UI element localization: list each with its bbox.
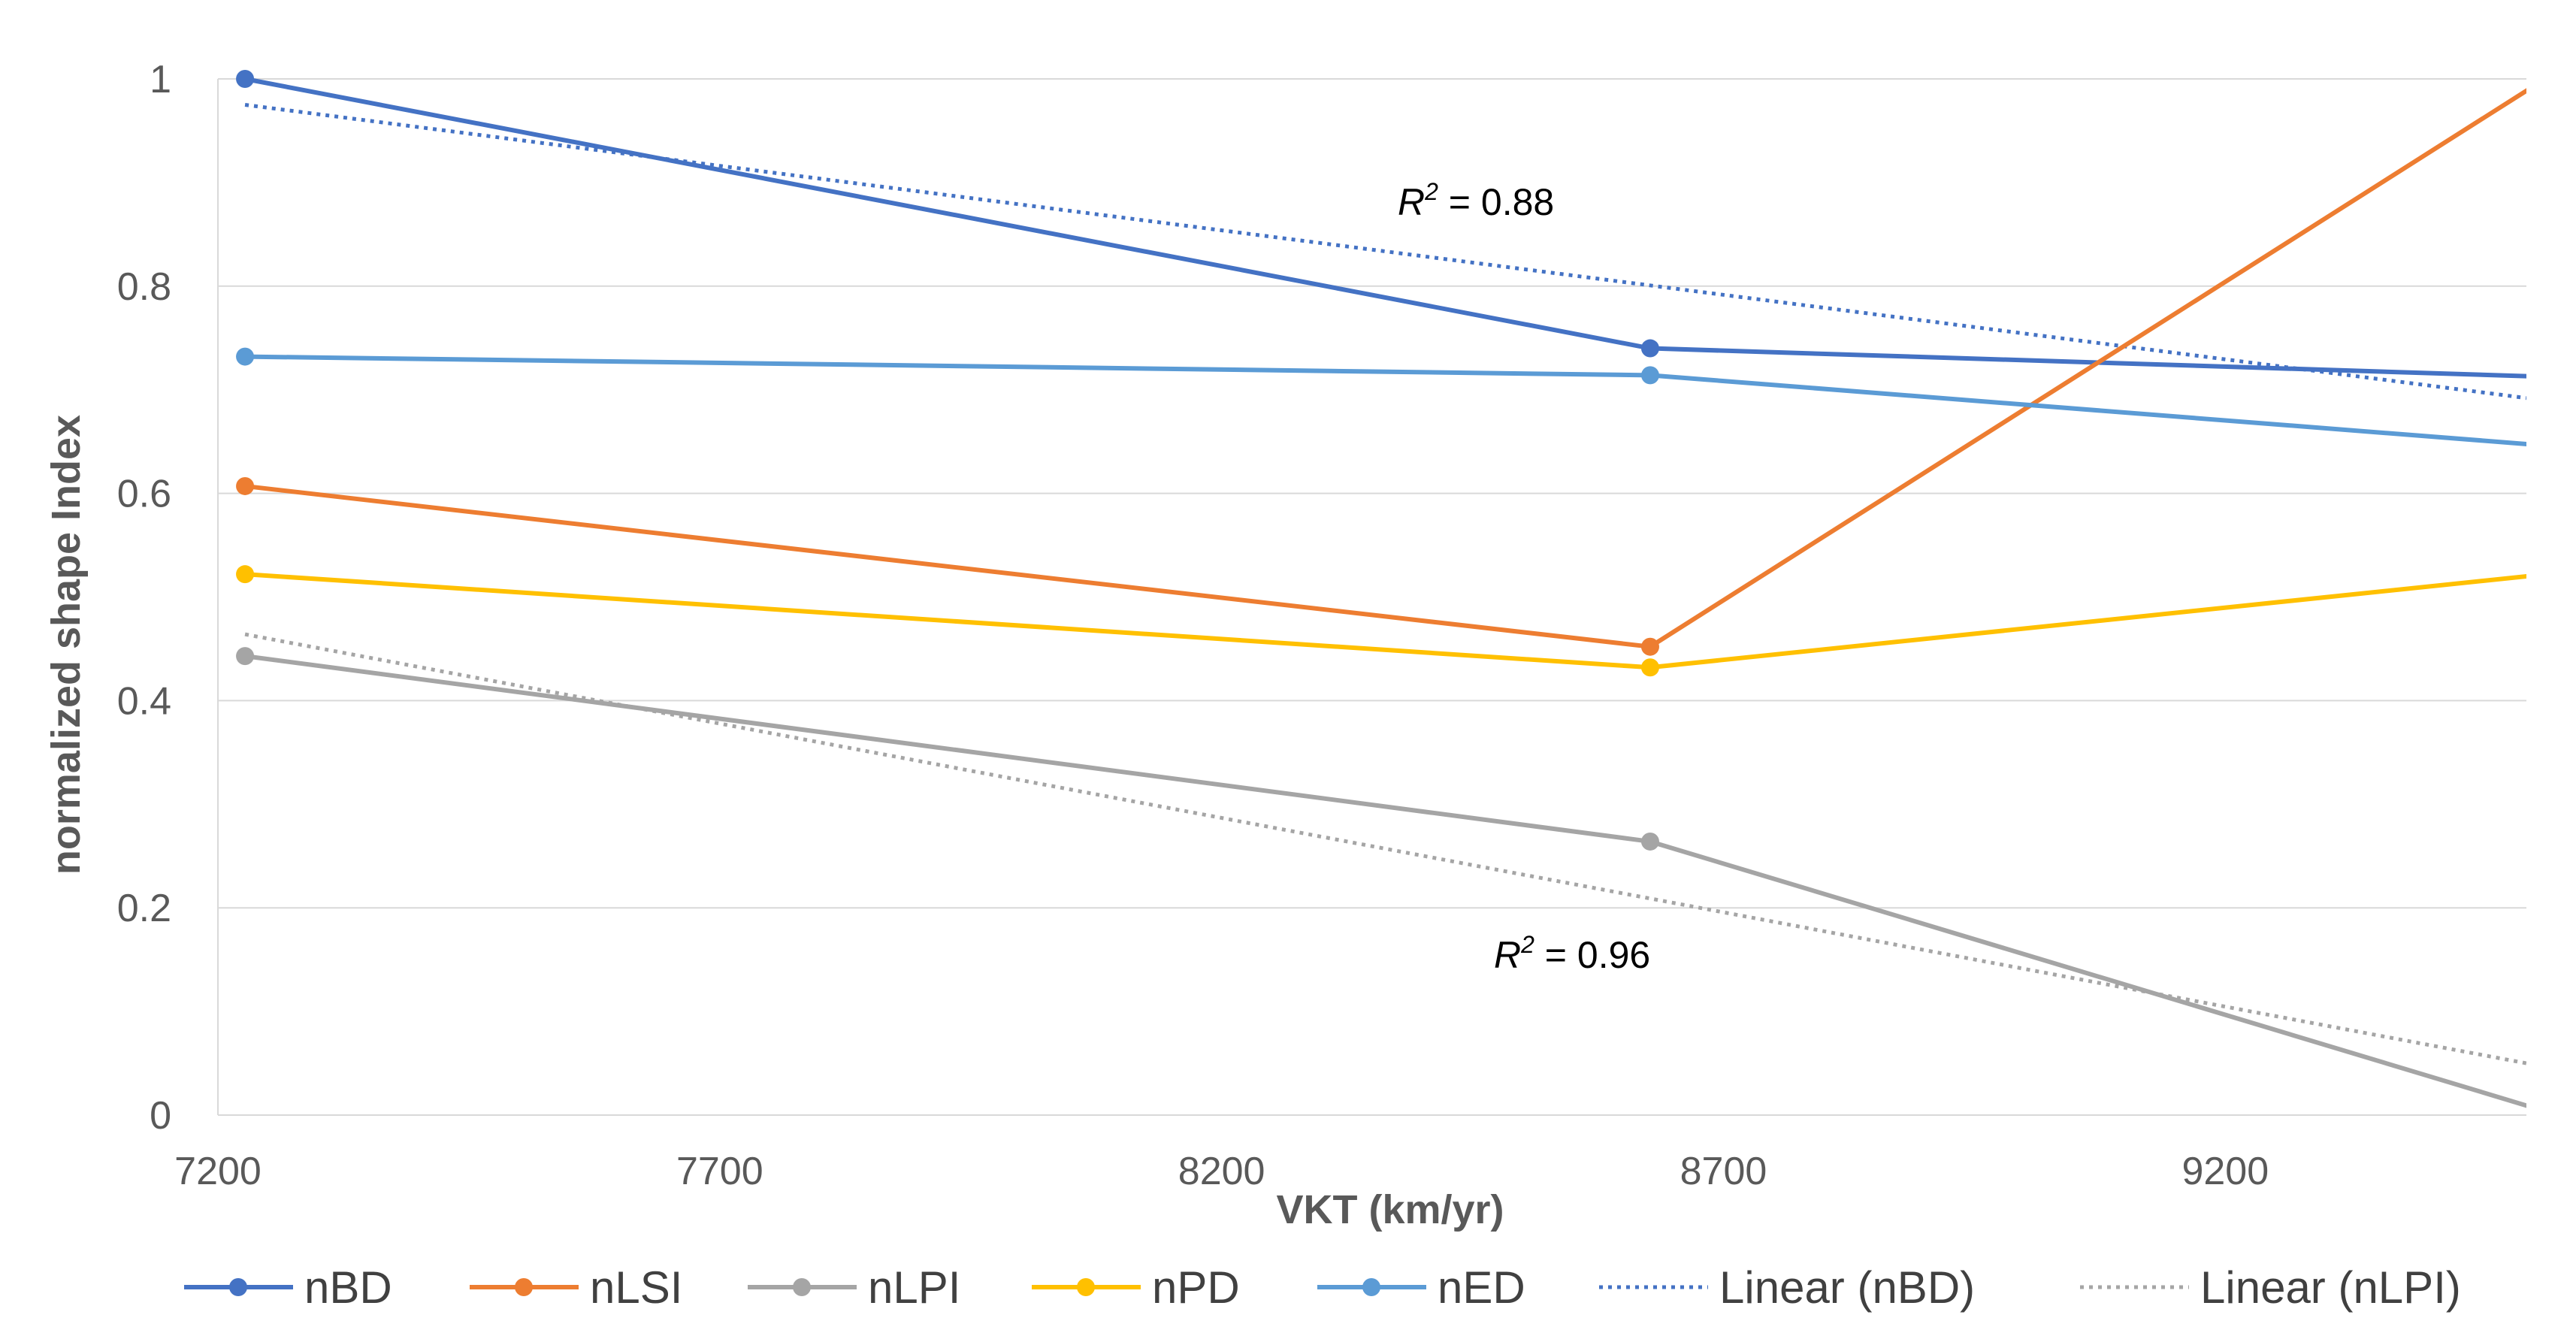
legend-label: nED	[1438, 1262, 1525, 1313]
legend-label: Linear (nBD)	[1719, 1262, 1975, 1313]
data-point	[236, 476, 255, 495]
y-tick-label: 0.4	[117, 679, 171, 723]
y-tick-label: 0.6	[117, 473, 171, 516]
x-tick-label: 8200	[1178, 1150, 1265, 1193]
trendline-nlpi	[244, 632, 2526, 1065]
legend-item-linear-nlpi: Linear (nLPI)	[2080, 1262, 2461, 1313]
x-axis-title: VKT (km/yr)	[1276, 1187, 1504, 1232]
legend: nBD nLSI nLPI nPD nED Linear (nBD) Linear (nLP…	[184, 1262, 2461, 1313]
data-point	[236, 70, 255, 88]
series-nlsi	[236, 88, 2526, 656]
data-point	[236, 647, 255, 666]
legend-label: nLPI	[868, 1262, 960, 1313]
series-line-nbd	[244, 77, 2526, 379]
y-tick-label: 0.2	[117, 887, 171, 930]
x-tick-label: 7700	[676, 1150, 763, 1193]
x-tick-label: 9200	[2181, 1150, 2269, 1193]
series-line-npd	[244, 572, 2526, 670]
legend-label: Linear (nLPI)	[2200, 1262, 2461, 1313]
trendline-nbd	[244, 102, 2526, 400]
y-tick-label: 0	[150, 1094, 171, 1138]
series-npd	[236, 565, 2526, 677]
axes: 0 0.2 0.4 0.6 0.8 1 7200 7700 8200 8700 9200	[117, 58, 2526, 1193]
legend-marker	[515, 1278, 533, 1296]
annotations: R2 = 0.88 R2 = 0.96	[1398, 178, 1650, 976]
data-point	[1640, 339, 1659, 358]
legend-marker	[1077, 1278, 1095, 1296]
trendlines	[244, 102, 2526, 1065]
gridlines	[218, 78, 2526, 909]
legend-item-nbd: nBD	[184, 1262, 392, 1313]
legend-item-nlpi: nLPI	[748, 1262, 960, 1313]
data-point	[1640, 658, 1659, 677]
legend-item-nlsi: nLSI	[470, 1262, 682, 1313]
series-line-ned	[245, 354, 2526, 446]
legend-item-ned: nED	[1317, 1262, 1525, 1313]
x-tick-label: 7200	[174, 1150, 262, 1193]
legend-marker	[229, 1278, 247, 1296]
y-tick-label: 1	[150, 58, 171, 101]
legend-item-linear-nbd: Linear (nBD)	[1599, 1262, 1975, 1313]
legend-label: nPD	[1152, 1262, 1240, 1313]
legend-label: nBD	[304, 1262, 392, 1313]
legend-marker	[793, 1278, 811, 1296]
series-line-nlsi	[244, 88, 2526, 649]
r-squared-label: R2 = 0.88	[1398, 178, 1554, 223]
data-point	[236, 347, 255, 366]
legend-label: nLSI	[590, 1262, 682, 1313]
data-point	[1640, 366, 1659, 385]
data-point	[1640, 637, 1659, 656]
series-ned	[236, 347, 2526, 446]
y-tick-label: 0.8	[117, 265, 171, 309]
x-tick-label: 8700	[1680, 1150, 1767, 1193]
data-point	[236, 565, 255, 584]
series-line-nlpi	[244, 654, 2526, 1108]
data-series	[236, 70, 2526, 1108]
legend-item-npd: nPD	[1032, 1262, 1240, 1313]
series-nlpi	[236, 647, 2526, 1108]
series-nbd	[236, 70, 2526, 379]
data-point	[1640, 832, 1659, 851]
y-axis-title: normalized shape Index	[44, 415, 89, 875]
r-squared-label: R2 = 0.96	[1494, 931, 1650, 976]
legend-marker	[1362, 1278, 1380, 1296]
